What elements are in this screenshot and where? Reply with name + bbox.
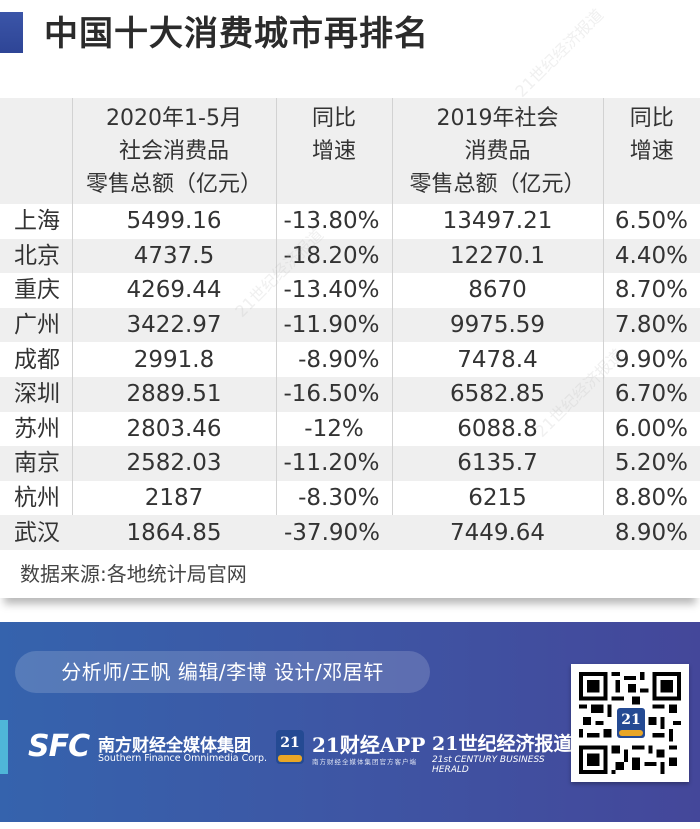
table-row: 上海 5499.16 -13.80% 13497.21 6.50% (0, 204, 700, 239)
sales-2020-cell: 2889.51 (71, 376, 276, 412)
city-cell: 苏州 (14, 415, 60, 442)
table-row: 南京 2582.03 -11.20% 6135.7 5.20% (0, 446, 700, 481)
yoy-2019-cell: 6.50% (602, 204, 700, 239)
app-logo-band (278, 755, 302, 762)
sfc-name-en: Southern Finance Omnimedia Corp. (98, 753, 268, 764)
table-row: 武汉 1864.85 -37.90% 7449.64 8.90% (0, 515, 700, 550)
sales-2020-cell: 1864.85 (126, 519, 222, 546)
table-row: 成都 2991.8 -8.90% 7478.4 9.90% (0, 342, 700, 377)
sfc-logo-icon: SFC (28, 729, 90, 764)
city-cell: 武汉 (14, 519, 60, 546)
footer-banner: 分析师/王帆 编辑/李博 设计/邓居轩 SFC 南方财经全媒体集团 Southe… (0, 622, 700, 822)
header-yoy-2019: 同比 增速 (602, 98, 700, 204)
data-source-note: 数据来源:各地统计局官网 (20, 562, 247, 586)
yoy-2019-cell: 4.40% (602, 238, 700, 274)
app-logo-label: 21 (280, 735, 300, 751)
yoy-2019-cell: 6.70% (602, 376, 700, 412)
qr-badge-band (619, 730, 643, 736)
app-logo-icon: 21 (276, 730, 304, 764)
title-bar: 中国十大消费城市再排名 (0, 0, 700, 90)
sales-2019-cell: 7478.4 (391, 342, 603, 377)
title-accent-bar (0, 12, 23, 53)
credits-pill: 分析师/王帆 编辑/李博 设计/邓居轩 (15, 651, 430, 693)
yoy-2019-cell: 8.70% (602, 273, 700, 308)
sales-2020-cell: 3422.97 (71, 307, 276, 343)
sales-2019-cell: 6215 (391, 480, 603, 516)
qr-code-icon[interactable]: 21 (571, 664, 689, 782)
herald-name-en: 21st CENTURY BUSINESS HERALD (432, 755, 545, 775)
sales-2020-cell: 2991.8 (71, 342, 276, 377)
header-sales-2020: 2020年1-5月 社会消费品 零售总额（亿元） (71, 98, 276, 204)
yoy-2020-cell: -16.50% (275, 376, 392, 412)
sales-2019-cell: 8670 (391, 273, 603, 308)
sales-2020-cell: 5499.16 (71, 204, 276, 239)
qr-center-logo-icon: 21 (617, 708, 645, 738)
sales-2019-cell: 6582.85 (391, 376, 603, 412)
yoy-2020-cell: -11.20% (275, 446, 392, 481)
qr-pattern (579, 672, 681, 774)
yoy-2019-cell: 6.00% (602, 411, 700, 447)
sales-2020-cell: 2803.46 (71, 411, 276, 447)
city-cell: 广州 (14, 312, 60, 339)
yoy-2019-cell: 5.20% (602, 446, 700, 481)
city-cell: 重庆 (14, 277, 60, 304)
yoy-2020-cell: -11.90% (275, 307, 392, 343)
yoy-2019-cell: 8.90% (614, 519, 688, 546)
table-row: 苏州 2803.46 -12% 6088.8 6.00% (0, 411, 700, 447)
data-table-card: 2020年1-5月 社会消费品 零售总额（亿元） 同比 增速 2019年社会 消… (0, 98, 700, 598)
app-subtitle: 南方财经全媒体集团官方客户端 (312, 758, 417, 766)
table-row: 深圳 2889.51 -16.50% 6582.85 6.70% (0, 376, 700, 412)
yoy-2020-cell: -8.90% (275, 342, 392, 377)
yoy-2019-cell: 8.80% (602, 480, 700, 516)
sales-2020-cell: 4269.44 (71, 273, 276, 308)
app-name: 21财经APP (312, 733, 426, 757)
sales-2019-cell: 9975.59 (391, 307, 603, 343)
sales-2020-cell: 2582.03 (71, 446, 276, 481)
table-header-row: 2020年1-5月 社会消费品 零售总额（亿元） 同比 增速 2019年社会 消… (0, 98, 700, 204)
yoy-2020-cell: -12% (275, 411, 392, 447)
yoy-2019-cell: 7.80% (602, 307, 700, 343)
table-row: 广州 3422.97 -11.90% 9975.59 7.80% (0, 307, 700, 343)
sales-2019-cell: 12270.1 (391, 238, 603, 274)
sales-2020-cell: 2187 (71, 480, 276, 516)
sales-2019-cell: 13497.21 (391, 204, 603, 239)
header-sales-2019: 2019年社会 消费品 零售总额（亿元） (391, 98, 603, 204)
herald-name-cn: 21世纪经济报道 (432, 733, 573, 755)
sales-2020-cell: 4737.5 (71, 238, 276, 274)
yoy-2020-cell: -18.20% (275, 238, 392, 274)
header-city (0, 98, 72, 204)
brand-strip: SFC 南方财经全媒体集团 Southern Finance Omnimedia… (0, 720, 575, 775)
city-cell: 上海 (14, 208, 60, 235)
sales-2019-cell: 7449.64 (449, 519, 546, 546)
yoy-2020-cell: -13.40% (275, 273, 392, 308)
city-cell: 杭州 (14, 485, 60, 512)
table-row: 北京 4737.5 -18.20% 12270.1 4.40% (0, 238, 700, 274)
header-yoy-2020: 同比 增速 (275, 98, 392, 204)
sfc-name-cn: 南方财经全媒体集团 (98, 736, 251, 756)
city-cell: 北京 (14, 242, 60, 269)
city-cell: 深圳 (14, 381, 60, 408)
strip-edge-accent (0, 720, 8, 774)
yoy-2020-cell: -37.90% (284, 519, 380, 546)
city-cell: 成都 (14, 346, 60, 373)
sales-2019-cell: 6088.8 (391, 411, 603, 447)
yoy-2020-cell: -8.30% (275, 480, 392, 516)
table-row: 重庆 4269.44 -13.40% 8670 8.70% (0, 273, 700, 308)
qr-badge-label: 21 (621, 712, 641, 728)
city-cell: 南京 (14, 450, 60, 477)
consumption-table: 2020年1-5月 社会消费品 零售总额（亿元） 同比 增速 2019年社会 消… (0, 98, 700, 550)
yoy-2019-cell: 9.90% (602, 342, 700, 377)
sales-2019-cell: 6135.7 (391, 446, 603, 481)
table-row: 杭州 2187 -8.30% 6215 8.80% (0, 480, 700, 516)
page-title: 中国十大消费城市再排名 (44, 14, 429, 54)
yoy-2020-cell: -13.80% (275, 204, 392, 239)
